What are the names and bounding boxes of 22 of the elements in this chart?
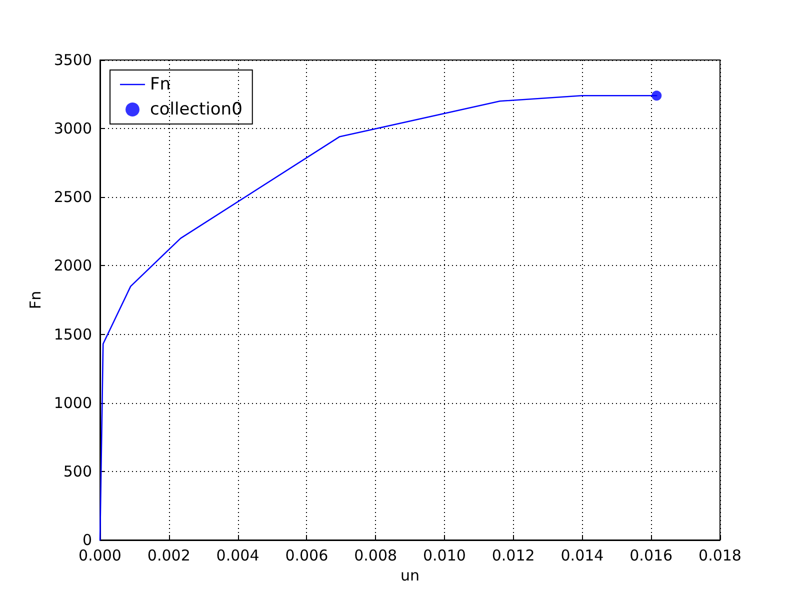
x-tick-label: 0.006 (285, 546, 328, 564)
y-tick-label: 0 (82, 531, 92, 549)
x-tick-label: 0.008 (354, 546, 398, 564)
x-tick-label: 0.004 (216, 546, 260, 564)
y-tick-label: 1500 (54, 325, 92, 344)
x-tick-label: 0.010 (422, 546, 466, 564)
x-tick-label: 0.002 (147, 546, 190, 564)
x-tick-label: 0.018 (698, 546, 742, 564)
y-axis-title: Fn (26, 290, 44, 310)
y-tick-label: 3500 (54, 51, 92, 69)
x-tick-label: 0.000 (78, 546, 122, 564)
legend-label: Fn (150, 74, 171, 94)
x-axis-title: un (400, 566, 420, 584)
y-tick-label: 1000 (54, 394, 92, 412)
legend-label: collection0 (150, 100, 242, 120)
y-tick-label: 2500 (54, 188, 92, 206)
x-tick-label: 0.012 (492, 546, 535, 564)
x-tick-label: 0.016 (630, 546, 673, 564)
x-tick-label: 0.014 (560, 546, 604, 564)
y-tick-label: 3000 (54, 120, 92, 138)
y-tick-label: 2000 (54, 256, 92, 275)
y-tick-label: 500 (63, 462, 92, 480)
